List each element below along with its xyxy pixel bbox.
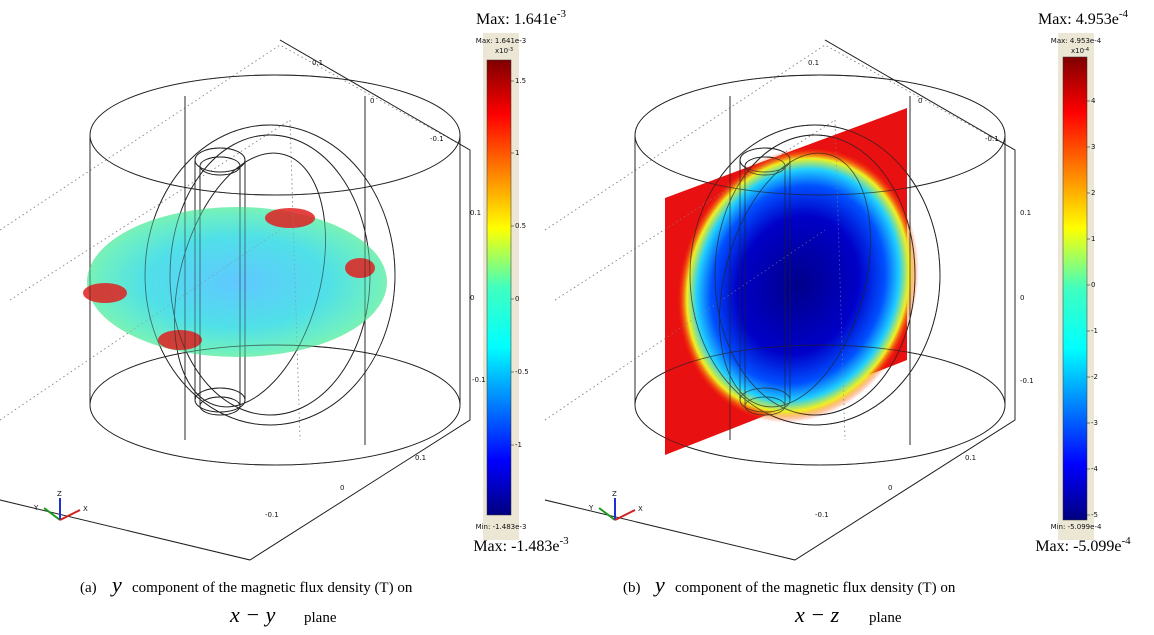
min-label-exponent: -4 bbox=[1122, 535, 1132, 547]
colorbar-min: Min: -5.099e-4 bbox=[1051, 523, 1102, 531]
colorbar bbox=[1062, 56, 1088, 521]
colorbar-tick-label: -3 bbox=[1091, 419, 1098, 427]
colorbar-max: Max: 4.953e-4 bbox=[1051, 37, 1102, 45]
triad-x bbox=[59, 509, 81, 521]
triad-label: Y bbox=[33, 504, 39, 512]
colorbar-tick-label: 0 bbox=[515, 295, 519, 303]
max-label-exponent: -3 bbox=[557, 8, 567, 20]
colorbar-tick-label: 0 bbox=[1091, 281, 1095, 289]
triad-label: X bbox=[638, 505, 643, 513]
caption-plane: plane bbox=[304, 610, 337, 626]
colorbar-tick-label: 0.5 bbox=[515, 222, 526, 230]
axis-tick-label: 0 bbox=[1020, 294, 1024, 302]
colorbar-tick-label: -5 bbox=[1091, 511, 1098, 519]
colorbar-tick-label: 1 bbox=[515, 149, 519, 157]
axis-tick-label: 0.1 bbox=[415, 454, 426, 462]
panel-b bbox=[544, 39, 1016, 561]
colorbar-tick-label: -1 bbox=[1091, 327, 1098, 335]
panel-annotations: Max: 1.641e-3 Min: -1.483e-3 x10-3 1.5 1 0.5 0… bbox=[33, 8, 569, 627]
colorbar-min: Min: -1.483e-3 bbox=[476, 523, 527, 531]
axis-tick-label: 0.1 bbox=[1020, 209, 1031, 217]
colorbar-scale-exponent: -4 bbox=[1084, 47, 1089, 53]
max-label-exponent: -4 bbox=[1119, 8, 1129, 20]
axis-tick-label: 0.1 bbox=[470, 209, 481, 217]
axis-tick-label: -0.1 bbox=[1020, 377, 1034, 385]
colorbar-tick-label: 3 bbox=[1091, 143, 1095, 151]
colorbar-scale: x10-4 bbox=[1071, 47, 1089, 55]
colorbar bbox=[486, 59, 512, 516]
colorbar-tick-label: -2 bbox=[1091, 373, 1098, 381]
disc-slice bbox=[87, 207, 387, 357]
triad-x bbox=[614, 509, 636, 521]
axis-tick-label: 0 bbox=[370, 97, 374, 105]
colorbar-tick-label: -0.5 bbox=[515, 368, 529, 376]
axis-tick-label: -0.1 bbox=[265, 511, 279, 519]
caption-variable: y bbox=[110, 572, 122, 597]
axis-tick-label: -0.1 bbox=[985, 135, 999, 143]
axis-tick-label: 0 bbox=[888, 484, 892, 492]
colorbar-scale: x10-3 bbox=[495, 47, 513, 55]
colorbar-tick-label: 1.5 bbox=[515, 77, 526, 85]
caption-label: (b) bbox=[623, 580, 641, 596]
max-label: Max: 4.953e-4 bbox=[1038, 8, 1129, 28]
axis-tick-label: 0 bbox=[470, 294, 474, 302]
caption-plane-var: x − y bbox=[229, 602, 276, 627]
panel-a bbox=[0, 39, 471, 561]
annotations: Max: 1.641e-3 Min: -1.483e-3 x10-3 1.5 1 0.5 0… bbox=[33, 8, 1131, 627]
axis-tick-label: 0.1 bbox=[312, 59, 323, 67]
colorbar-tick-label: 4 bbox=[1091, 97, 1096, 105]
caption-plane-var: x − z bbox=[794, 602, 840, 627]
colorbar-tick-label: -4 bbox=[1091, 465, 1099, 473]
min-label: Max: -1.483e-3 bbox=[473, 535, 569, 555]
min-label-exponent: -3 bbox=[560, 535, 570, 547]
max-label: Max: 1.641e-3 bbox=[476, 8, 567, 28]
colorbar-tick-label: 2 bbox=[1091, 189, 1095, 197]
hot-spots bbox=[83, 208, 375, 350]
triad-label: X bbox=[83, 505, 88, 513]
axis-tick-label: 0.1 bbox=[965, 454, 976, 462]
axis-tick-label: 0.1 bbox=[808, 59, 819, 67]
axis-tick-label: -0.1 bbox=[430, 135, 444, 143]
caption-text: component of the magnetic flux density (… bbox=[132, 580, 413, 596]
axis-tick-label: -0.1 bbox=[815, 511, 829, 519]
caption-plane: plane bbox=[869, 610, 902, 626]
axis-tick-label: 0 bbox=[918, 97, 922, 105]
panel-annotations: Max: 4.953e-4 Min: -5.099e-4 x10-4 4 3 2 1 0 -1 -… bbox=[588, 8, 1131, 627]
triad-y bbox=[43, 507, 61, 521]
triad-label: Z bbox=[612, 490, 617, 498]
caption-label: (a) bbox=[80, 580, 97, 596]
min-label: Max: -5.099e-4 bbox=[1035, 535, 1131, 555]
caption-text: component of the magnetic flux density (… bbox=[675, 580, 956, 596]
caption-variable: y bbox=[653, 572, 665, 597]
colorbar-max: Max: 1.641e-3 bbox=[476, 37, 526, 45]
colorbar-tick-label: -1 bbox=[515, 441, 522, 449]
colorbar-scale-exponent: -3 bbox=[508, 47, 513, 53]
axis-tick-label: -0.1 bbox=[472, 376, 486, 384]
slice-core bbox=[677, 147, 919, 423]
colorbar-tick-label: 1 bbox=[1091, 235, 1095, 243]
triad-label: Z bbox=[57, 490, 62, 498]
axis-tick-label: 0 bbox=[340, 484, 344, 492]
triad-y bbox=[598, 507, 616, 521]
triad-label: Y bbox=[588, 504, 594, 512]
